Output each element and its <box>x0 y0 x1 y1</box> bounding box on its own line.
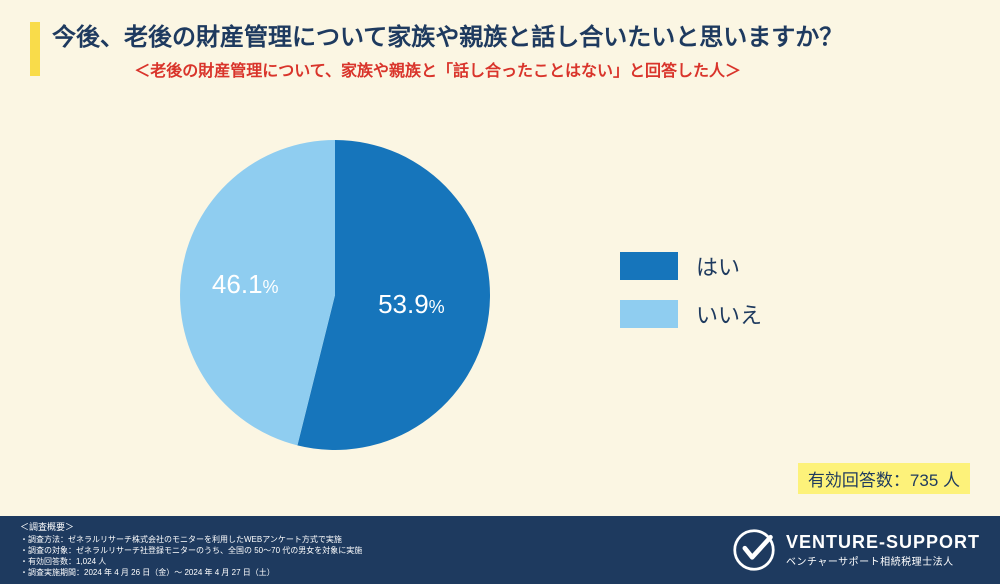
footer-brand: VENTURE-SUPPORT ベンチャーサポート相続税理士法人 <box>732 528 980 572</box>
respondents-label: 有効回答数： <box>808 471 910 490</box>
legend: はいいいえ <box>620 250 762 346</box>
legend-item: いいえ <box>620 298 762 330</box>
footer-lines: ・調査方法：ゼネラルリサーチ株式会社のモニターを利用したWEBアンケート方式で実… <box>20 534 362 579</box>
footer-header: ＜調査概要＞ <box>20 521 362 534</box>
title-area: 今後、老後の財産管理について家族や親族と話し合いたいと思いますか？ ＜老後の財産… <box>30 22 970 81</box>
legend-swatch <box>620 252 678 280</box>
brand-name: VENTURE-SUPPORT <box>786 532 980 553</box>
legend-label: はい <box>696 250 740 282</box>
page-title: 今後、老後の財産管理について家族や親族と話し合いたいと思いますか？ <box>52 22 843 53</box>
chart-area: 53.9% 46.1% はいいいえ <box>0 130 1000 460</box>
legend-swatch <box>620 300 678 328</box>
page-subtitle: ＜老後の財産管理について、家族や親族と「話し合ったことはない」と回答した人＞ <box>32 57 843 81</box>
pie-slice-label: 46.1% <box>212 269 279 300</box>
title-bar: 今後、老後の財産管理について家族や親族と話し合いたいと思いますか？ ＜老後の財産… <box>30 22 970 81</box>
brand-logo-icon <box>732 528 776 572</box>
respondents-value: 735 人 <box>910 471 960 490</box>
brand-text: VENTURE-SUPPORT ベンチャーサポート相続税理士法人 <box>786 532 980 568</box>
legend-label: いいえ <box>696 298 762 330</box>
pie-slice-label: 53.9% <box>378 289 445 320</box>
footer-line: ・有効回答数：1,024 人 <box>20 556 362 567</box>
legend-item: はい <box>620 250 762 282</box>
footer-survey-info: ＜調査概要＞ ・調査方法：ゼネラルリサーチ株式会社のモニターを利用したWEBアン… <box>20 521 362 578</box>
brand-tagline: ベンチャーサポート相続税理士法人 <box>786 553 980 568</box>
footer-line: ・調査方法：ゼネラルリサーチ株式会社のモニターを利用したWEBアンケート方式で実… <box>20 534 362 545</box>
pie-chart: 53.9% 46.1% <box>180 140 490 450</box>
footer: ＜調査概要＞ ・調査方法：ゼネラルリサーチ株式会社のモニターを利用したWEBアン… <box>0 516 1000 584</box>
footer-line: ・調査の対象：ゼネラルリサーチ社登録モニターのうち、全国の 50～70 代の男女… <box>20 545 362 556</box>
respondents-badge: 有効回答数：735 人 <box>798 463 970 494</box>
footer-line: ・調査実施期間：2024 年 4 月 26 日（金）～ 2024 年 4 月 2… <box>20 567 362 578</box>
